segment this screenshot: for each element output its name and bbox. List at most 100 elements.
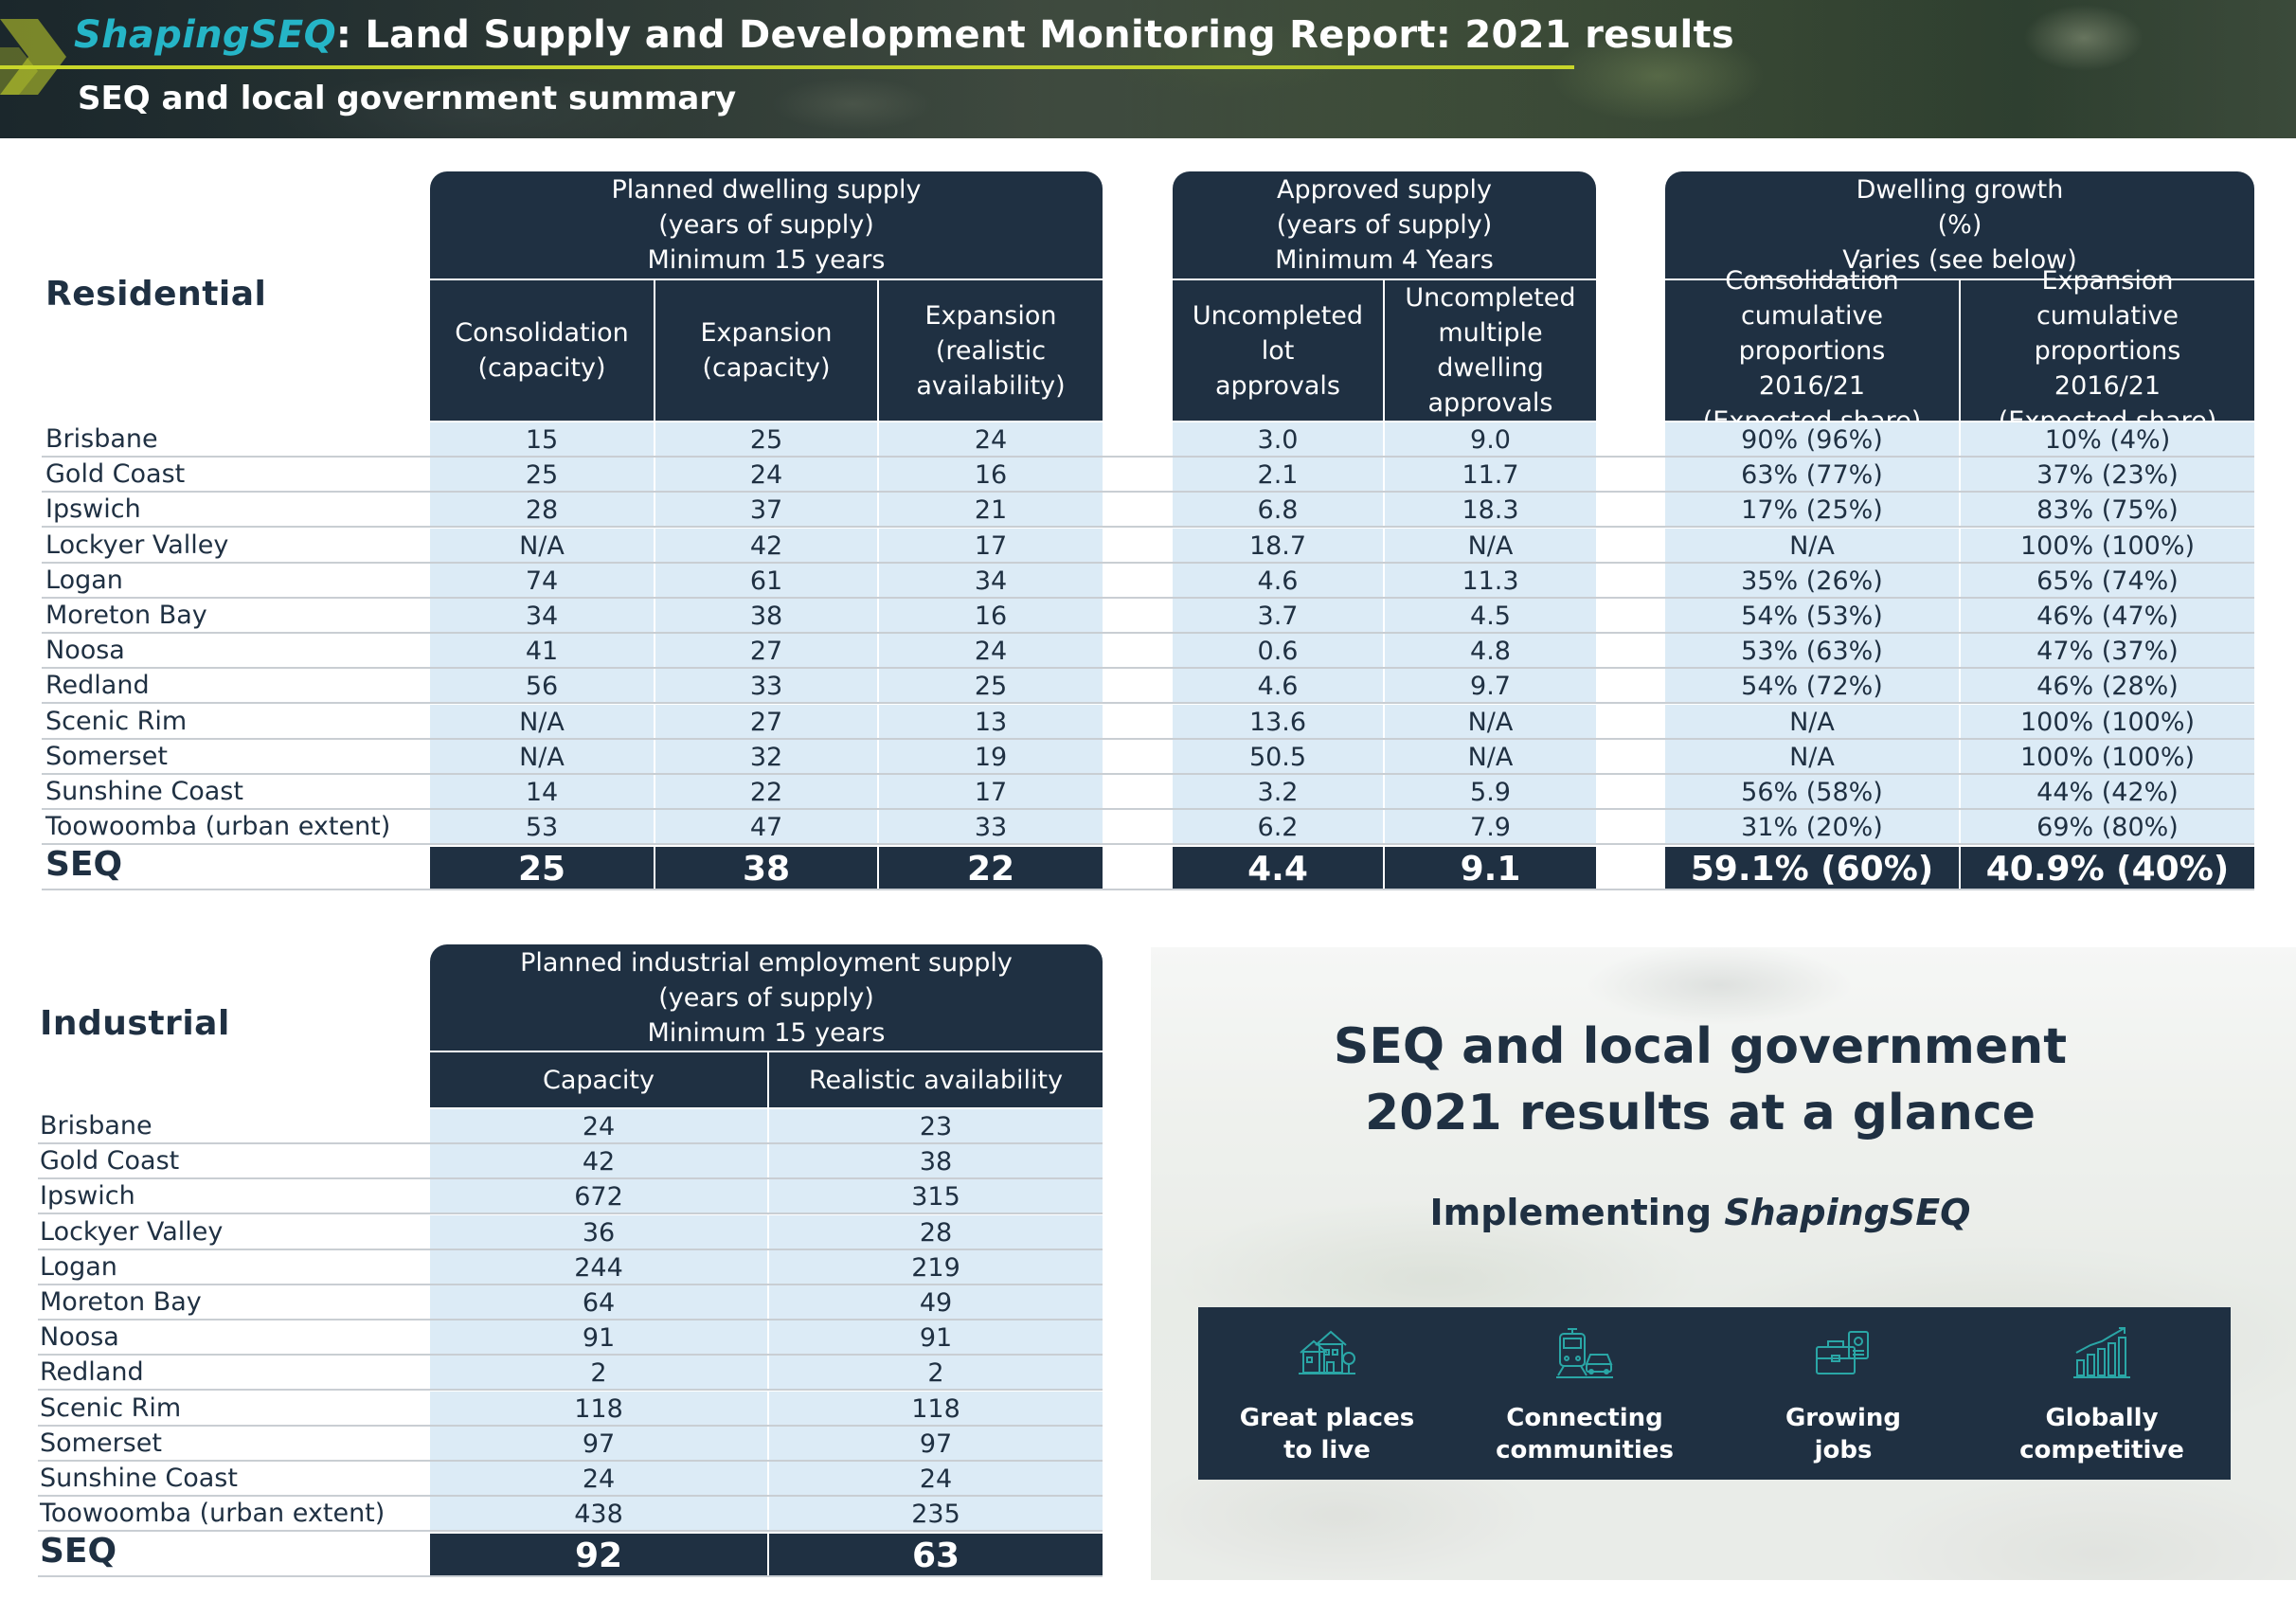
- table-cell: N/A: [430, 528, 655, 562]
- table-cell: 25: [879, 669, 1104, 703]
- table-cell: 3.0: [1173, 422, 1385, 456]
- table-cell: 19: [879, 739, 1104, 773]
- row-label: Noosa: [40, 1322, 119, 1353]
- row-label: Logan: [45, 565, 123, 595]
- table-row: Ipswich 672 315: [38, 1179, 1104, 1215]
- row-label: Lockyer Valley: [45, 530, 229, 560]
- residential-column-header-1: Expansion (capacity): [655, 280, 877, 421]
- row-label: Brisbane: [45, 424, 158, 454]
- table-cell: N/A: [1665, 739, 1961, 773]
- table-cell: 50.5: [1173, 739, 1385, 773]
- results-at-a-glance-panel: SEQ and local government 2021 results at…: [1151, 947, 2296, 1580]
- industrial-column-header-1: Realistic availability: [769, 1052, 1103, 1107]
- brand-name: ShapingSEQ: [74, 13, 336, 57]
- train-car-icon: [1556, 1328, 1613, 1378]
- table-cell: 32: [655, 739, 879, 773]
- table-cell: 91: [430, 1321, 769, 1355]
- table-cell: 10% (4%): [1961, 422, 2256, 456]
- industrial-column-header-0: Capacity: [430, 1052, 767, 1107]
- table-cell: 54% (53%): [1665, 599, 1961, 632]
- table-cell: 46% (47%): [1961, 599, 2256, 632]
- table-cell: 35% (26%): [1665, 563, 1961, 597]
- residential-column-header-0: Consolidation (capacity): [430, 280, 654, 421]
- row-label: Scenic Rim: [45, 706, 188, 736]
- residential-group-header-0: Planned dwelling supply (years of supply)…: [430, 171, 1103, 278]
- table-cell: 36: [430, 1214, 769, 1249]
- residential-column-header-5: Consolidation cumulative proportions 2016/…: [1665, 266, 1959, 436]
- table-row: Moreton Bay 64 49: [38, 1285, 1104, 1321]
- table-cell: 21: [879, 493, 1104, 527]
- table-cell: N/A: [1665, 704, 1961, 738]
- table-cell: 118: [769, 1391, 1104, 1425]
- row-label: Toowoomba (urban extent): [45, 812, 391, 842]
- pillar-globally-competitive: Globally competitive: [1973, 1307, 2231, 1480]
- table-cell: 34: [879, 563, 1104, 597]
- table-cell: 2.1: [1173, 458, 1385, 492]
- table-cell: 4.6: [1173, 669, 1385, 703]
- table-cell: 16: [879, 458, 1104, 492]
- table-cell: 54% (72%): [1665, 669, 1961, 703]
- table-row: Sunshine Coast 14 22 17 3.2 5.9 56% (58%) 44% (…: [42, 775, 2256, 810]
- table-cell: 17: [879, 775, 1104, 808]
- industrial-group-header: Planned industrial employment supply (yea…: [430, 944, 1103, 1051]
- row-label: Toowoomba (urban extent): [40, 1499, 386, 1529]
- table-cell: 28: [769, 1214, 1104, 1249]
- row-label: Scenic Rim: [40, 1392, 182, 1423]
- report-title: ShapingSEQ: Land Supply and Development …: [74, 13, 1734, 57]
- table-cell: 17% (25%): [1665, 493, 1961, 527]
- table-cell: 97: [769, 1426, 1104, 1460]
- row-label: Somerset: [45, 741, 168, 771]
- table-row: Moreton Bay 34 38 16 3.7 4.5 54% (53%) 46% (47%…: [42, 599, 2256, 634]
- table-row: Brisbane 24 23: [38, 1109, 1104, 1144]
- glance-subtitle: Implementing ShapingSEQ: [1429, 1192, 1971, 1233]
- table-row: Ipswich 28 37 21 6.8 18.3 17% (25%) 83% (75%): [42, 493, 2256, 529]
- table-row: Logan 74 61 34 4.6 11.3 35% (26%) 65% (74%): [42, 563, 2256, 599]
- table-cell: 4.5: [1385, 599, 1598, 632]
- table-cell: 25: [655, 422, 879, 456]
- table-cell: 28: [430, 493, 655, 527]
- total-cell: 9.1: [1385, 847, 1598, 889]
- total-cell: 38: [655, 847, 879, 889]
- table-cell: 38: [655, 599, 879, 632]
- table-cell: 4.6: [1173, 563, 1385, 597]
- table-cell: 44% (42%): [1961, 775, 2256, 808]
- row-label: Moreton Bay: [45, 601, 207, 630]
- table-cell: 9.7: [1385, 669, 1598, 703]
- table-cell: 41: [430, 634, 655, 668]
- table-cell: 37% (23%): [1961, 458, 2256, 492]
- report-header: ShapingSEQ: Land Supply and Development …: [0, 0, 2296, 138]
- residential-column-header-3: Uncompleted lot approvals: [1173, 280, 1383, 421]
- row-label: Logan: [40, 1251, 117, 1282]
- table-cell: N/A: [1385, 704, 1598, 738]
- table-cell: 13: [879, 704, 1104, 738]
- table-cell: 97: [430, 1426, 769, 1460]
- table-cell: 14: [430, 775, 655, 808]
- pillar-great-places: Great places to live: [1198, 1307, 1456, 1480]
- title-text: : Land Supply and Development Monitoring…: [335, 13, 1734, 57]
- table-cell: 438: [430, 1497, 769, 1531]
- table-cell: 31% (20%): [1665, 810, 1961, 844]
- table-row: Logan 244 219: [38, 1249, 1104, 1285]
- table-cell: 53% (63%): [1665, 634, 1961, 668]
- table-cell: 61: [655, 563, 879, 597]
- row-label: Gold Coast: [40, 1146, 180, 1177]
- row-label: Redland: [45, 671, 150, 701]
- table-cell: 4.8: [1385, 634, 1598, 668]
- row-label: Somerset: [40, 1428, 162, 1458]
- row-label: SEQ: [45, 845, 123, 885]
- table-cell: 91: [769, 1321, 1104, 1355]
- table-row: Redland 56 33 25 4.6 9.7 54% (72%) 46% (28%): [42, 669, 2256, 705]
- table-cell: 23: [769, 1109, 1104, 1142]
- table-cell: 47% (37%): [1961, 634, 2256, 668]
- houses-icon: [1299, 1330, 1355, 1374]
- table-cell: 47: [655, 810, 879, 844]
- table-row: Gold Coast 42 38: [38, 1144, 1104, 1180]
- row-label: SEQ: [40, 1532, 117, 1572]
- total-cell: 25: [430, 847, 655, 889]
- table-cell: N/A: [430, 739, 655, 773]
- table-row: Sunshine Coast 24 24: [38, 1462, 1104, 1497]
- table-cell: 24: [769, 1462, 1104, 1495]
- row-label: Sunshine Coast: [40, 1464, 238, 1493]
- table-cell: 83% (75%): [1961, 493, 2256, 527]
- table-cell: 33: [655, 669, 879, 703]
